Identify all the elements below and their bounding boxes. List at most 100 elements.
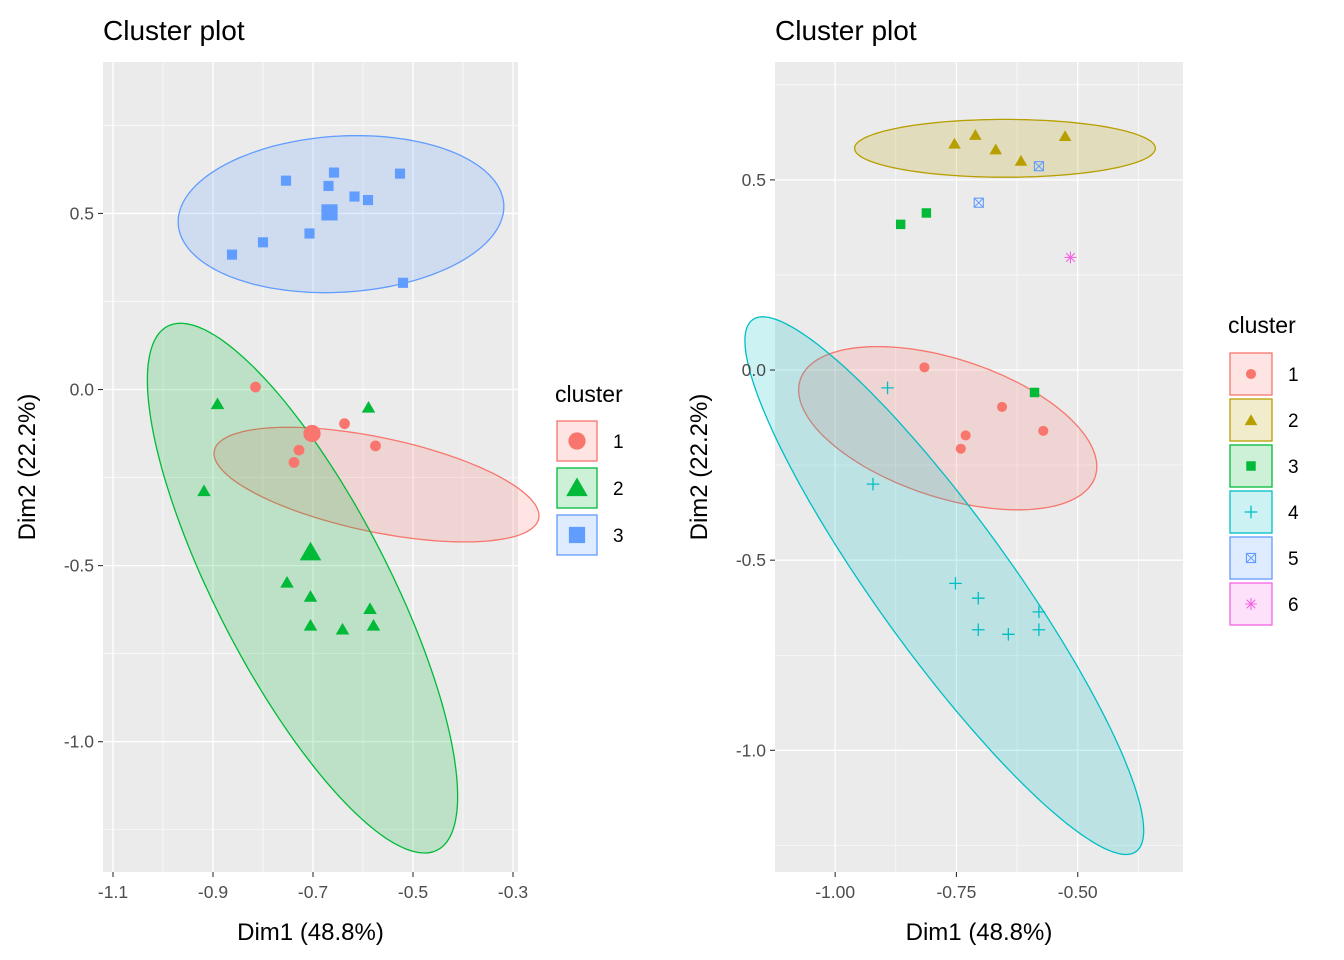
point-cluster-2: [197, 484, 211, 497]
point-cluster-1-glyph: [997, 401, 1008, 412]
point-cluster-1-glyph: [919, 362, 930, 373]
point-cluster-2: [210, 397, 225, 410]
point-cluster-3-glyph: [226, 249, 238, 260]
x-tick-label: -0.75: [936, 882, 976, 902]
point-cluster-2-glyph: [948, 137, 961, 149]
point-cluster-2: [989, 143, 1003, 155]
center-cluster-1: [303, 424, 321, 443]
point-cluster-1-glyph: [293, 444, 305, 456]
point-cluster-2-glyph: [303, 618, 318, 631]
y-tick-label: -0.5: [736, 550, 766, 570]
point-cluster-3: [323, 180, 334, 192]
point-cluster-3-glyph: [304, 228, 315, 239]
legend: cluster 1 2 3 4 5 6: [1228, 312, 1299, 626]
point-cluster-1: [955, 443, 966, 454]
point-cluster-5-glyph-x: [1034, 161, 1044, 172]
point-cluster-4: [1032, 605, 1046, 619]
plot-title: Cluster plot: [103, 15, 245, 46]
point-cluster-3-glyph: [397, 277, 409, 288]
point-cluster-3: [226, 249, 238, 260]
point-cluster-1: [1038, 425, 1049, 436]
legend-glyph-6: [1245, 598, 1257, 610]
legend: cluster 1 2 3: [555, 381, 624, 556]
point-cluster-1-glyph: [1038, 425, 1049, 436]
point-cluster-4-glyph: [866, 477, 880, 491]
legend-label-2: 2: [1288, 411, 1299, 432]
legend-glyph-2: [566, 477, 588, 497]
legend-label-3: 3: [613, 526, 624, 547]
cluster-plot-right: -1.00 -0.75 -0.50 0.5 0.0 -0.5 -1.0 Cluster plo…: [686, 15, 1299, 946]
point-cluster-2: [1014, 154, 1028, 166]
point-cluster-1-glyph: [955, 443, 966, 454]
point-cluster-3-glyph: [921, 208, 932, 218]
center-cluster-2-glyph: [299, 541, 322, 561]
x-axis-title: Dim1 (48.8%): [237, 919, 384, 946]
point-cluster-2: [361, 400, 376, 413]
point-cluster-2-glyph: [366, 618, 381, 631]
point-cluster-2-glyph: [335, 622, 350, 635]
point-cluster-1: [960, 430, 971, 441]
point-cluster-5: [1033, 161, 1045, 172]
point-cluster-3: [328, 167, 340, 178]
point-cluster-3: [1029, 387, 1040, 398]
legend-glyph-1: [568, 432, 586, 450]
legend-label-5: 5: [1288, 549, 1299, 570]
point-cluster-5: [973, 197, 984, 208]
x-tick-label: -1.00: [815, 882, 855, 902]
point-cluster-1: [997, 401, 1008, 412]
y-tick-label: 0.0: [70, 380, 95, 400]
legend-glyph-2-glyph: [1244, 414, 1258, 426]
y-axis-title: Dim2 (22.2%): [14, 394, 41, 541]
y-tick-label: -0.5: [64, 556, 94, 576]
point-cluster-4: [881, 381, 894, 395]
point-cluster-3: [921, 208, 932, 218]
point-cluster-4: [1032, 623, 1046, 637]
y-tick-label: -1.0: [736, 740, 766, 760]
point-cluster-1: [288, 457, 300, 468]
legend-glyph-3: [568, 526, 586, 544]
point-cluster-6-glyph: [1064, 251, 1077, 264]
point-cluster-2-glyph: [197, 484, 211, 497]
center-cluster-2: [299, 541, 322, 561]
legend-label-2: 2: [613, 479, 624, 500]
cluster-ellipses: [744, 118, 1156, 856]
point-cluster-1-glyph: [339, 418, 350, 430]
point-cluster-2-glyph: [280, 576, 294, 588]
point-cluster-4-glyph: [949, 577, 962, 590]
cluster-2-ellipse: [146, 322, 459, 854]
point-cluster-3-glyph: [895, 219, 906, 230]
point-cluster-2: [303, 590, 318, 602]
data-points: [866, 129, 1077, 641]
point-cluster-6: [1064, 251, 1077, 264]
point-cluster-5-glyph: [1033, 161, 1045, 172]
point-cluster-2-glyph: [1058, 130, 1072, 142]
legend-glyph-2-glyph: [566, 477, 588, 497]
point-cluster-4-glyph: [971, 591, 985, 605]
y-tick-label: -1.0: [64, 732, 94, 752]
legend-glyph-4: [1244, 505, 1258, 519]
legend-glyph-1-glyph: [568, 432, 586, 450]
point-cluster-4-glyph: [881, 381, 894, 395]
point-cluster-4-glyph: [1032, 605, 1046, 619]
point-cluster-2-glyph: [969, 129, 982, 140]
center-cluster-3: [321, 204, 338, 221]
point-cluster-1-glyph: [288, 457, 300, 468]
legend-glyph-3: [1246, 461, 1256, 471]
point-cluster-3-glyph: [280, 175, 292, 186]
point-cluster-4-glyph: [1002, 628, 1015, 641]
point-cluster-4: [866, 477, 880, 491]
point-cluster-2: [366, 618, 381, 631]
point-cluster-2: [1058, 130, 1072, 142]
legend-label-1: 1: [613, 432, 624, 453]
cluster-4-ellipse: [744, 316, 1145, 856]
x-tick-label: -0.9: [198, 882, 228, 902]
cluster-ellipses: [146, 134, 540, 854]
y-tick-label: 0.5: [70, 203, 94, 223]
point-cluster-3-glyph: [349, 191, 360, 202]
x-tick-label: -0.7: [298, 882, 328, 902]
point-cluster-2-glyph: [210, 397, 225, 410]
legend-title: cluster: [1228, 312, 1296, 338]
point-cluster-4: [971, 623, 985, 637]
center-cluster-3-glyph: [321, 204, 338, 221]
point-cluster-2: [303, 618, 318, 631]
